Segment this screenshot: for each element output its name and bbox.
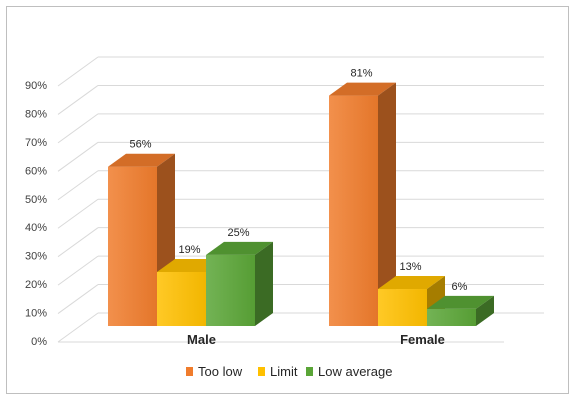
gridline-side: [57, 227, 99, 258]
data-label: 6%: [452, 281, 468, 293]
bar-top: [378, 276, 445, 290]
bar-female-low-average: [427, 295, 494, 326]
data-label: 56%: [129, 139, 151, 151]
y-tick-label: 80%: [25, 108, 47, 120]
data-labels: 56% 19% 25% 81% 13% 6%: [129, 68, 467, 293]
bar-front: [157, 271, 206, 326]
bar-front: [108, 166, 157, 326]
bar-male-low-average: [206, 241, 273, 326]
data-label: 13%: [399, 261, 421, 273]
y-tick-label: 30%: [25, 251, 47, 263]
bar-front: [329, 95, 378, 326]
gridline-side: [57, 312, 99, 343]
category-label: Female: [400, 332, 445, 347]
gridline-side: [57, 85, 99, 115]
data-label: 81%: [350, 68, 372, 80]
bar-top: [427, 295, 494, 309]
category-label: Male: [187, 332, 216, 347]
bar-top: [206, 241, 273, 255]
legend-item-limit: Limit: [258, 364, 298, 379]
gridline-side: [57, 113, 99, 144]
y-tick-label: 50%: [25, 194, 47, 206]
bar-top: [108, 153, 175, 167]
legend: Too low Limit Low average: [186, 364, 392, 379]
bar-side: [378, 82, 396, 326]
gridline-side: [57, 170, 99, 201]
category-labels: Male Female: [187, 332, 445, 347]
y-tick-label: 10%: [25, 308, 47, 320]
gridline-side: [57, 141, 99, 172]
data-label: 19%: [178, 244, 200, 256]
y-tick-label: 0%: [31, 336, 47, 348]
legend-swatch: [258, 367, 265, 376]
legend-swatch: [306, 367, 313, 376]
bar-front: [378, 289, 427, 326]
legend-label: Limit: [270, 364, 298, 379]
gridline-side: [57, 198, 99, 229]
legend-item-low-average: Low average: [306, 364, 392, 379]
y-tick-label: 40%: [25, 222, 47, 234]
gridline-side: [57, 284, 99, 314]
legend-item-too-low: Too low: [186, 364, 243, 379]
data-label: 25%: [227, 227, 249, 239]
bar-side: [476, 295, 494, 326]
bar-male-too-low: [108, 153, 175, 326]
bar-front: [206, 254, 255, 326]
bar-top: [329, 82, 396, 96]
bar-side: [255, 241, 273, 326]
gridline-side: [57, 56, 99, 87]
gridline-side: [57, 255, 99, 286]
y-tick-label: 20%: [25, 279, 47, 291]
y-axis-ticks: 0% 10% 20% 30% 40% 50% 60% 70% 80% 90%: [25, 80, 47, 348]
bar-front: [427, 308, 476, 326]
y-tick-label: 90%: [25, 80, 47, 92]
legend-label: Too low: [198, 364, 243, 379]
chart-frame: [6, 6, 569, 394]
bar-female-too-low: [329, 82, 396, 326]
y-tick-label: 60%: [25, 165, 47, 177]
bars: [108, 82, 494, 326]
legend-swatch: [186, 367, 193, 376]
y-tick-label: 70%: [25, 137, 47, 149]
legend-label: Low average: [318, 364, 392, 379]
